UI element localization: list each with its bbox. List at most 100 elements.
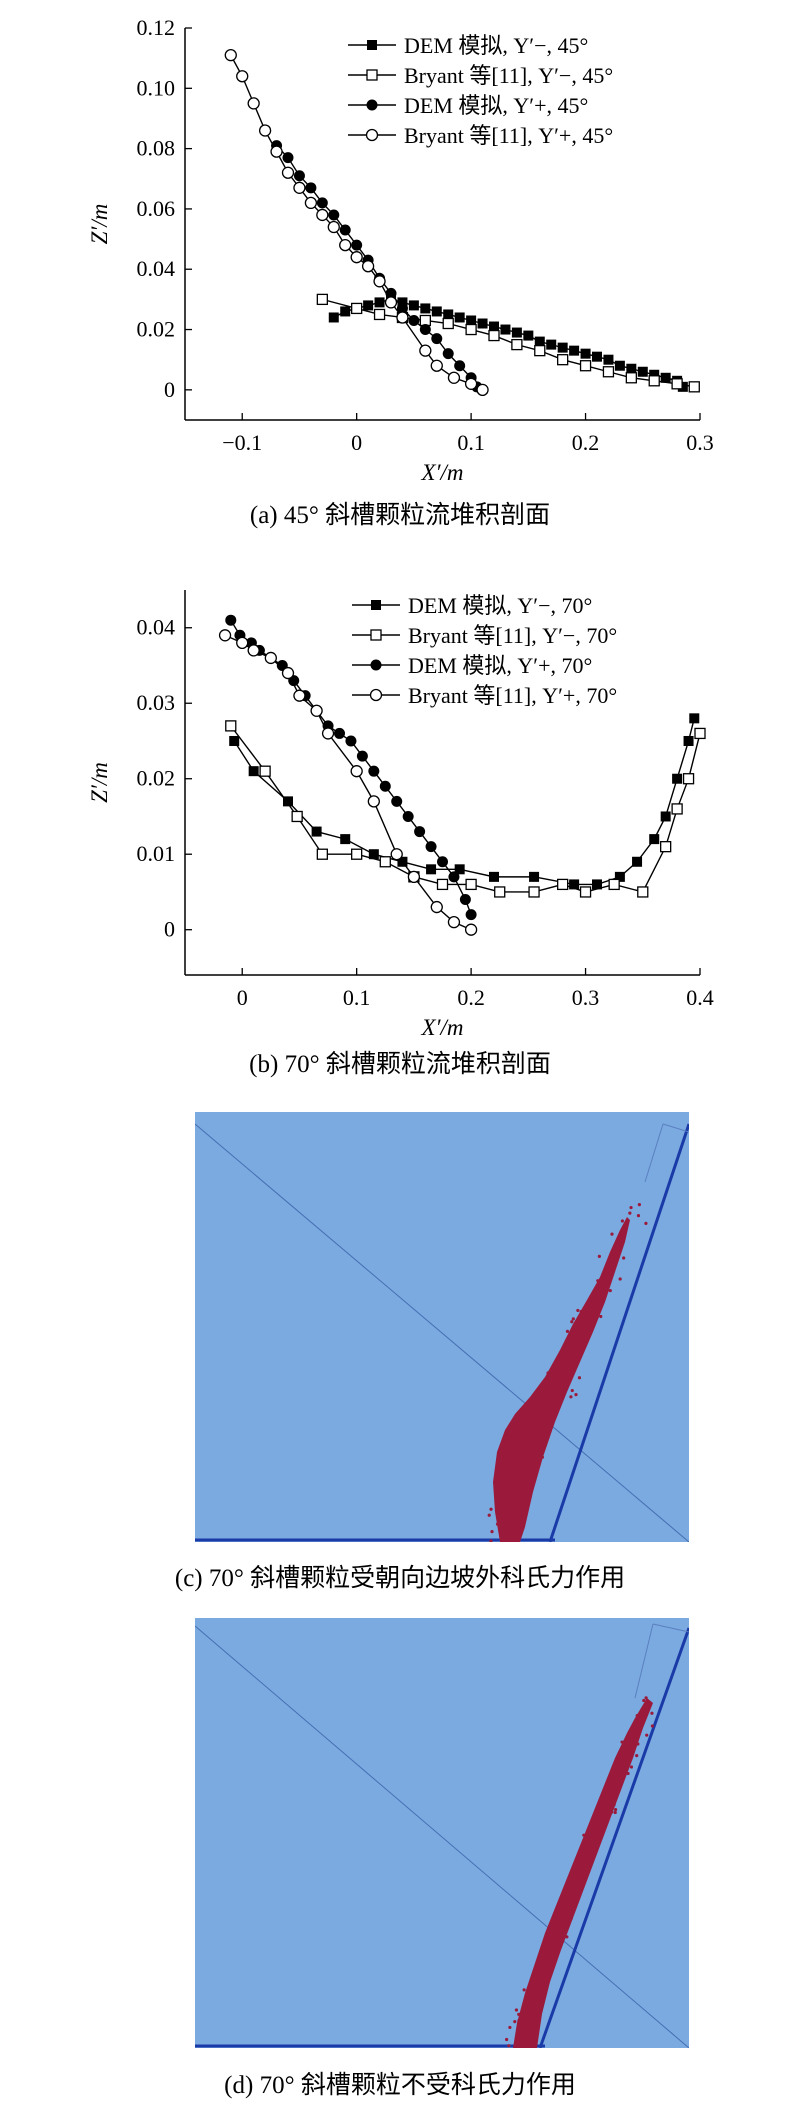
chart-b: 0 0.1 0.2 0.3 0.4 0 0.01 0.02 0.03 0.04 X′/m Z′/m DE…	[87, 590, 714, 1040]
particle	[621, 1235, 625, 1239]
y-tick-label: 0.08	[137, 136, 176, 161]
particle	[530, 1990, 534, 1994]
particle	[516, 1477, 521, 1482]
particle	[540, 1455, 545, 1459]
particle	[565, 1935, 569, 1939]
data-point	[511, 338, 523, 351]
particle	[570, 1320, 574, 1324]
particle	[513, 2020, 517, 2024]
data-point	[448, 871, 460, 883]
sim-chute-line	[548, 1123, 689, 1542]
data-point	[270, 145, 283, 158]
particle	[571, 1347, 575, 1351]
x-tick-label: 0.1	[457, 430, 485, 455]
figure-panel-c: (c) 70° 斜槽颗粒受朝向边坡外科氏力作用	[0, 1112, 800, 1602]
data-point	[592, 879, 602, 890]
particle	[618, 1773, 623, 1777]
particle	[500, 1486, 504, 1490]
particle	[583, 1848, 587, 1853]
x-tick-label: 0.1	[343, 985, 371, 1010]
data-point	[351, 848, 363, 860]
particle	[579, 1310, 583, 1314]
data-point	[293, 689, 306, 702]
particle	[517, 2027, 521, 2031]
particle	[541, 1984, 546, 1989]
particle	[507, 2044, 511, 2048]
data-point	[390, 848, 403, 861]
particle	[535, 1455, 539, 1459]
data-point	[557, 342, 568, 353]
legend-marker	[370, 629, 382, 641]
data-point	[397, 297, 408, 308]
particle	[620, 1740, 624, 1744]
particle	[637, 1203, 641, 1207]
particle	[596, 1840, 600, 1845]
particle	[597, 1254, 601, 1258]
y-tick-label: 0.04	[137, 256, 176, 281]
data-point	[689, 713, 700, 724]
particle	[528, 1426, 532, 1430]
particle	[626, 1771, 630, 1776]
data-point	[682, 773, 695, 785]
particle-scatter	[487, 1203, 648, 1542]
particle	[538, 1984, 542, 1988]
particle	[503, 1536, 508, 1540]
particle-pile	[513, 1698, 653, 2048]
data-point	[373, 308, 386, 321]
data-point	[431, 333, 443, 345]
particle	[570, 1388, 574, 1393]
data-point	[408, 300, 419, 311]
particle	[505, 2037, 509, 2042]
data-point	[459, 894, 471, 906]
data-point	[546, 339, 557, 350]
particle	[539, 1400, 543, 1404]
particle	[565, 1329, 570, 1334]
data-point	[523, 330, 534, 341]
legend-label: DEM 模拟, Y′−, 45°	[404, 33, 588, 58]
data-point	[443, 309, 454, 320]
sim-corner-line-1	[634, 1623, 654, 1699]
particle	[554, 1385, 558, 1389]
data-point	[282, 152, 294, 164]
data-point	[305, 182, 317, 194]
particle	[612, 1764, 616, 1768]
particle	[636, 1214, 641, 1218]
particle	[568, 1907, 572, 1911]
particle	[495, 1522, 500, 1526]
particle	[603, 1815, 607, 1819]
legend-marker	[365, 128, 379, 142]
data-point	[224, 48, 237, 62]
particle	[525, 1458, 529, 1462]
data-point	[637, 366, 648, 377]
data-point	[281, 166, 295, 179]
particle	[546, 1371, 550, 1375]
data-point	[281, 666, 295, 680]
data-point	[660, 841, 672, 853]
data-point	[236, 70, 249, 83]
particle	[519, 1440, 523, 1444]
data-point	[316, 293, 328, 306]
particle	[635, 1713, 639, 1718]
particle	[536, 1412, 540, 1416]
x-tick-label: 0	[351, 430, 362, 455]
legend-label: Bryant 等[11], Y′+, 70°	[408, 683, 617, 708]
data-point	[419, 324, 431, 336]
data-point	[465, 878, 477, 891]
series-2	[225, 720, 706, 898]
y-axis-label: Z′/m	[87, 762, 112, 803]
particle	[648, 1702, 653, 1706]
sim-background	[195, 1618, 689, 2048]
particle	[550, 1393, 554, 1397]
x-axis-label: X′/m	[420, 460, 463, 485]
particle	[553, 1949, 557, 1953]
data-point	[361, 260, 375, 273]
data-point	[534, 336, 545, 347]
data-point	[379, 780, 391, 792]
data-point	[402, 810, 414, 822]
particle	[518, 1515, 522, 1519]
y-tick-label: 0.10	[137, 75, 176, 100]
particle	[618, 1277, 622, 1281]
particle	[557, 1404, 561, 1408]
particle	[522, 1491, 526, 1496]
particle	[519, 1471, 523, 1475]
